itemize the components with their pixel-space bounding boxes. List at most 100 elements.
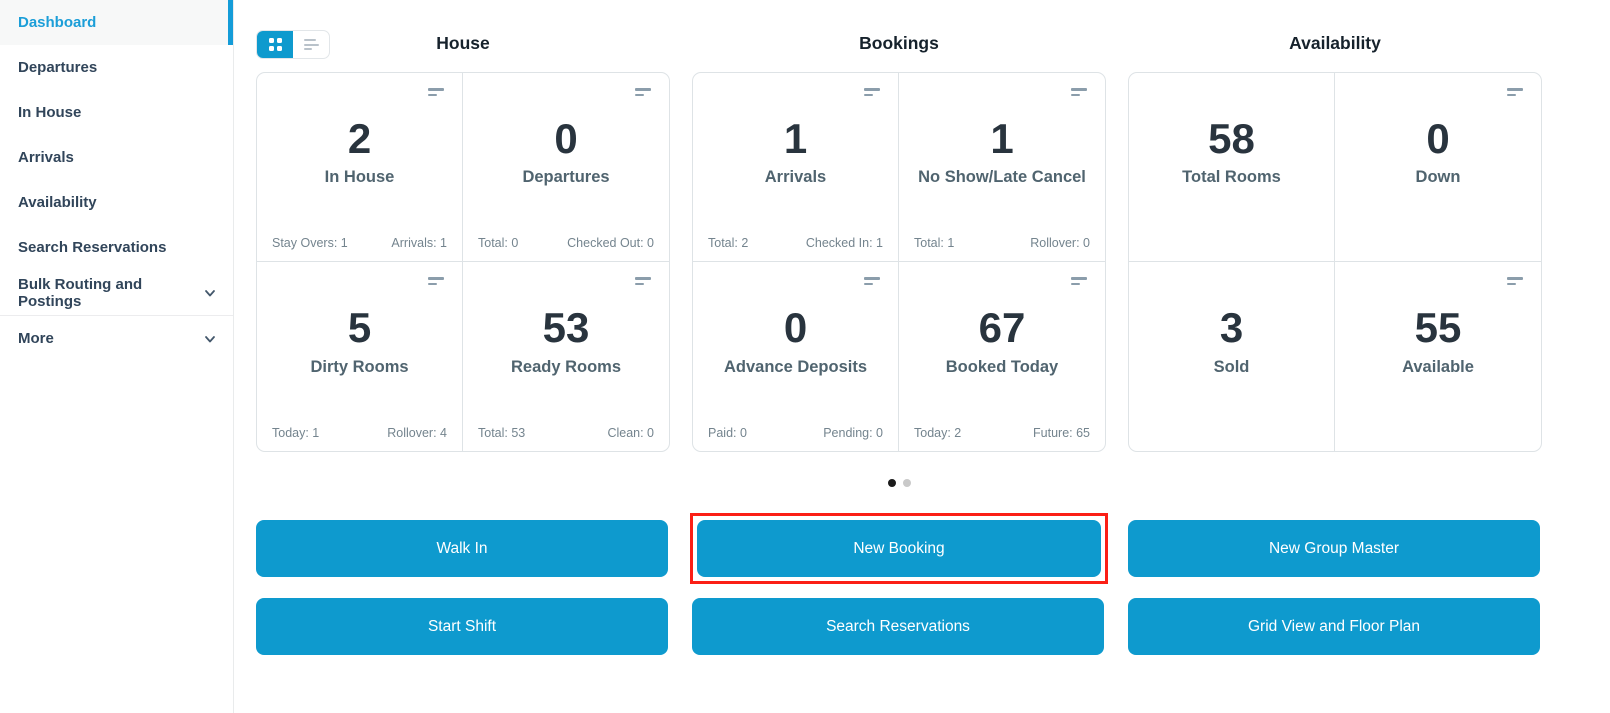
sidebar-item-dashboard[interactable]: Dashboard bbox=[0, 0, 233, 45]
card-footer-left: Stay Overs: 1 bbox=[272, 236, 348, 250]
sidebar-item-label: Search Reservations bbox=[18, 239, 167, 256]
card-footer: Paid: 0 Pending: 0 bbox=[708, 426, 883, 440]
card-footer: Today: 1 Rollover: 4 bbox=[272, 426, 447, 440]
card-label: No Show/Late Cancel bbox=[918, 168, 1086, 187]
card-group-house: 2 In House Stay Overs: 1 Arrivals: 1 0 Depart… bbox=[256, 72, 670, 452]
card-footer-right: Checked Out: 0 bbox=[567, 236, 654, 250]
card-value: 0 bbox=[783, 304, 808, 352]
card-booked-today: 67 Booked Today Today: 2 Future: 65 bbox=[899, 262, 1105, 451]
card-label: Dirty Rooms bbox=[310, 357, 409, 376]
card-value: 1 bbox=[783, 114, 808, 162]
card-value: 3 bbox=[1219, 304, 1244, 352]
card-total-rooms: 58 Total Rooms bbox=[1129, 73, 1335, 262]
list-view-icon bbox=[303, 39, 319, 50]
card-value: 53 bbox=[542, 304, 590, 352]
card-footer-right: Clean: 0 bbox=[607, 426, 654, 440]
card-footer: Stay Overs: 1 Arrivals: 1 bbox=[272, 236, 447, 250]
chevron-down-icon bbox=[203, 332, 217, 346]
chevron-down-icon bbox=[203, 286, 217, 300]
card-label: Down bbox=[1415, 168, 1461, 187]
card-footer: Total: 53 Clean: 0 bbox=[478, 426, 654, 440]
card-dirty-rooms: 5 Dirty Rooms Today: 1 Rollover: 4 bbox=[257, 262, 463, 451]
search-reservations-button[interactable]: Search Reservations bbox=[692, 598, 1104, 655]
carousel-dot-1[interactable] bbox=[887, 479, 896, 487]
card-footer-right: Rollover: 4 bbox=[387, 426, 447, 440]
card-label: Sold bbox=[1213, 357, 1250, 376]
sidebar-item-in-house[interactable]: In House bbox=[0, 90, 233, 135]
card-label: Total Rooms bbox=[1182, 168, 1281, 187]
card-menu-icon[interactable] bbox=[864, 88, 881, 96]
card-menu-icon[interactable] bbox=[1071, 88, 1088, 96]
card-menu-icon[interactable] bbox=[864, 277, 881, 285]
sidebar-item-more[interactable]: More bbox=[0, 316, 233, 361]
card-down: 0 Down bbox=[1335, 73, 1541, 262]
card-value: 55 bbox=[1414, 304, 1462, 352]
grid-view-and-floor-plan-button[interactable]: Grid View and Floor Plan bbox=[1128, 598, 1540, 655]
card-menu-icon[interactable] bbox=[1507, 88, 1524, 96]
sidebar-item-label: More bbox=[18, 330, 54, 347]
sidebar-divider bbox=[0, 315, 233, 316]
card-label: Departures bbox=[522, 168, 610, 187]
walk-in-button[interactable]: Walk In bbox=[256, 520, 668, 577]
card-menu-icon[interactable] bbox=[428, 88, 445, 96]
card-menu-icon[interactable] bbox=[1071, 277, 1088, 285]
card-label: Arrivals bbox=[764, 168, 827, 187]
group-title-bookings: Bookings bbox=[859, 33, 939, 53]
card-footer-left: Total: 1 bbox=[914, 236, 955, 250]
sidebar-item-search-reservations[interactable]: Search Reservations bbox=[0, 225, 233, 270]
card-value: 67 bbox=[978, 304, 1026, 352]
start-shift-button[interactable]: Start Shift bbox=[256, 598, 668, 655]
grid-view-button[interactable] bbox=[257, 31, 293, 58]
sidebar-item-label: Bulk Routing and Postings bbox=[18, 275, 143, 310]
card-label: Available bbox=[1402, 357, 1474, 376]
card-menu-icon[interactable] bbox=[428, 277, 445, 285]
card-value: 1 bbox=[990, 114, 1014, 162]
card-footer-right: Rollover: 0 bbox=[1030, 236, 1090, 250]
sidebar-item-arrivals[interactable]: Arrivals bbox=[0, 135, 233, 180]
card-menu-icon[interactable] bbox=[635, 88, 652, 96]
card-value: 2 bbox=[347, 114, 372, 162]
sidebar-item-label: Arrivals bbox=[18, 149, 74, 166]
sidebar-item-bulk-routing-and-postings[interactable]: Bulk Routing and Postings bbox=[0, 270, 233, 315]
card-value: 58 bbox=[1208, 114, 1255, 162]
card-group-bookings: 1 Arrivals Total: 2 Checked In: 1 1 No Show/L… bbox=[692, 72, 1106, 452]
card-arrivals: 1 Arrivals Total: 2 Checked In: 1 bbox=[693, 73, 899, 262]
card-footer-left: Total: 0 bbox=[478, 236, 519, 250]
view-toggle bbox=[256, 30, 330, 59]
card-footer: Today: 2 Future: 65 bbox=[914, 426, 1090, 440]
card-menu-icon[interactable] bbox=[635, 277, 652, 285]
card-footer: Total: 0 Checked Out: 0 bbox=[478, 236, 654, 250]
new-group-master-button[interactable]: New Group Master bbox=[1128, 520, 1540, 577]
card-footer-left: Paid: 0 bbox=[708, 426, 747, 440]
sidebar-item-departures[interactable]: Departures bbox=[0, 45, 233, 90]
card-group-availability: 58 Total Rooms 0 Down 3 Sold 55 Available bbox=[1128, 72, 1542, 452]
grid-view-icon bbox=[268, 38, 282, 51]
list-view-button[interactable] bbox=[293, 31, 329, 58]
card-value: 0 bbox=[1426, 114, 1450, 162]
card-footer-left: Total: 2 bbox=[708, 236, 749, 250]
card-departures: 0 Departures Total: 0 Checked Out: 0 bbox=[463, 73, 669, 262]
card-value: 0 bbox=[554, 114, 578, 162]
group-title-house: House bbox=[436, 33, 490, 53]
card-value: 5 bbox=[347, 304, 372, 352]
card-footer-right: Checked In: 1 bbox=[805, 236, 883, 250]
card-label: Advance Deposits bbox=[723, 357, 868, 376]
card-footer-right: Future: 65 bbox=[1033, 426, 1090, 440]
card-footer-right: Pending: 0 bbox=[823, 426, 883, 440]
card-label: Booked Today bbox=[945, 357, 1059, 376]
sidebar-item-label: In House bbox=[18, 104, 82, 121]
sidebar-item-availability[interactable]: Availability bbox=[0, 180, 233, 225]
card-menu-icon[interactable] bbox=[1507, 277, 1524, 285]
card-label: Ready Rooms bbox=[510, 357, 622, 376]
card-footer-left: Today: 1 bbox=[272, 426, 320, 440]
card-footer-left: Total: 53 bbox=[478, 426, 526, 440]
sidebar: Dashboard Departures In House Arrivals Avail… bbox=[0, 0, 234, 713]
sidebar-item-label: Availability bbox=[18, 194, 97, 211]
card-footer: Total: 1 Rollover: 0 bbox=[914, 236, 1090, 250]
carousel-dot-2[interactable] bbox=[902, 479, 911, 487]
card-label: In House bbox=[324, 168, 395, 187]
card-no-show-late-cancel: 1 No Show/Late Cancel Total: 1 Rollover: 0 bbox=[899, 73, 1105, 262]
new-booking-button[interactable]: New Booking bbox=[697, 520, 1101, 577]
sidebar-item-label: Dashboard bbox=[18, 14, 97, 31]
